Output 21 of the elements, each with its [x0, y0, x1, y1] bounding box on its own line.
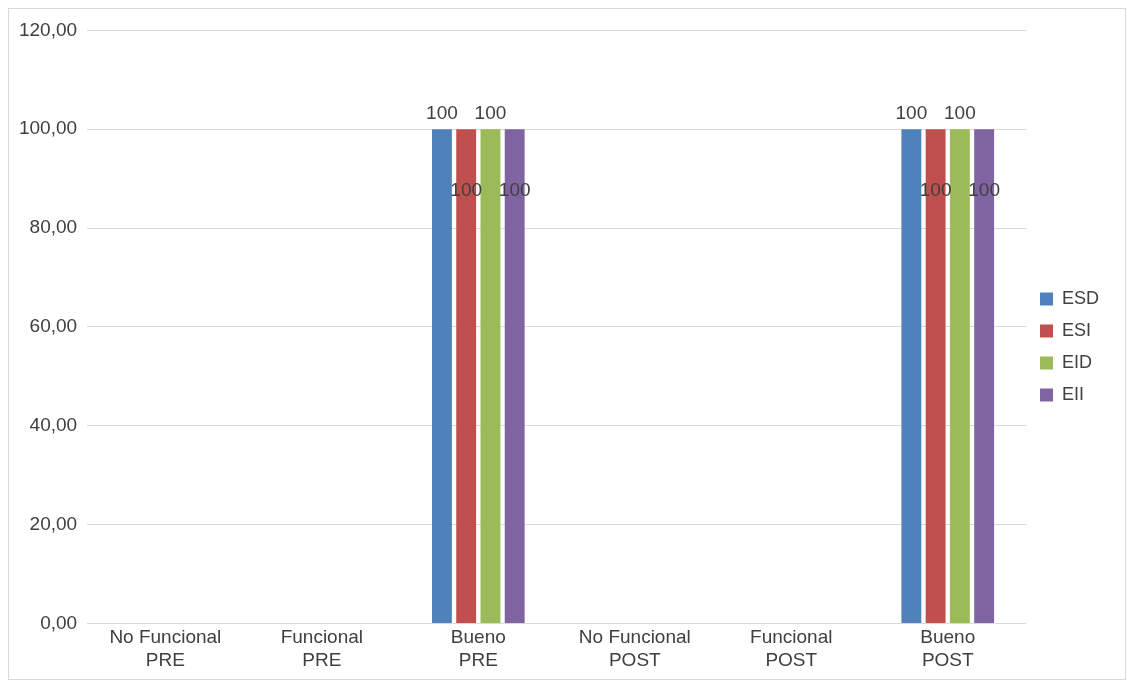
x-tick-label: Funcional POST [750, 626, 833, 670]
legend-label: EID [1061, 351, 1092, 372]
x-tick-label: No Funcional POST [578, 626, 691, 670]
legend-label: ESI [1061, 319, 1091, 340]
y-tick-label: 0,00 [40, 611, 78, 633]
data-label: 100 [944, 101, 976, 123]
legend-label: EII [1061, 383, 1084, 404]
legend-label: ESD [1061, 287, 1099, 308]
x-tick-label: Bueno POST [920, 626, 976, 670]
data-label: 100 [426, 101, 458, 123]
data-label: 100 [474, 101, 507, 123]
x-tick-label: No Funcional PRE [109, 626, 222, 670]
x-tick-label: Bueno PRE [450, 626, 506, 670]
y-tick-label: 20,00 [29, 512, 78, 534]
y-tick-label: 100,00 [18, 117, 78, 139]
x-tick-label: Funcional PRE [280, 626, 364, 670]
y-tick-label: 40,00 [29, 413, 78, 435]
data-label: 100 [895, 101, 928, 123]
y-tick-label: 120,00 [18, 18, 78, 40]
y-tick-label: 60,00 [29, 315, 78, 337]
y-tick-label: 80,00 [29, 216, 78, 238]
